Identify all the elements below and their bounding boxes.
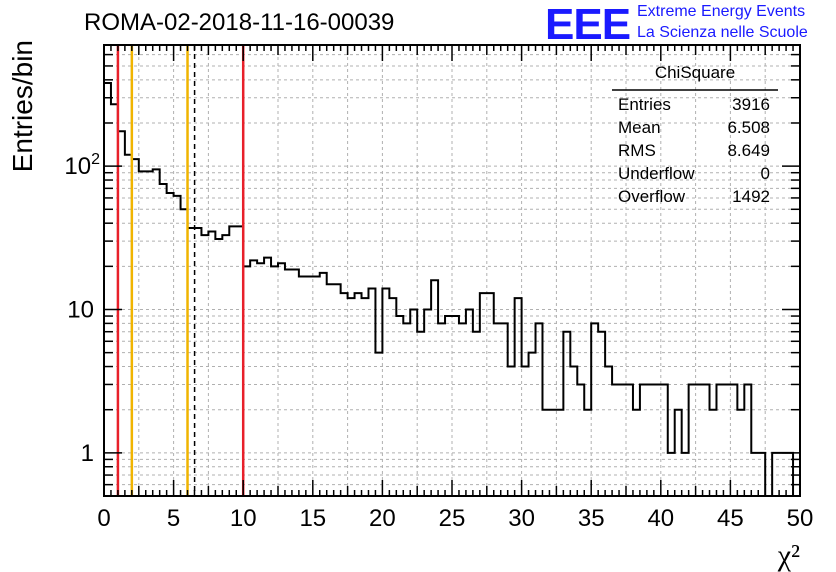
y-tick-label: 10 <box>67 296 94 323</box>
logo-subtitle-2: La Scienza nelle Scuole <box>637 24 808 41</box>
x-tick-label: 40 <box>647 505 674 532</box>
stats-row-label: Entries <box>618 95 671 114</box>
stats-row-label: Overflow <box>618 187 686 206</box>
stats-row-value: 0 <box>761 164 770 183</box>
grid-vertical <box>138 45 766 496</box>
y-axis-label: Entries/bin <box>7 40 38 172</box>
stats-row-value: 3916 <box>732 95 770 114</box>
stats-row-label: Underflow <box>618 164 695 183</box>
x-tick-label: 30 <box>508 505 535 532</box>
stats-row-label: RMS <box>618 141 656 160</box>
stats-row-value: 6.508 <box>727 118 770 137</box>
stats-row-value: 1492 <box>732 187 770 206</box>
x-tick-label: 20 <box>369 505 396 532</box>
x-tick-label: 15 <box>299 505 326 532</box>
x-axis-label: χ² <box>777 539 800 572</box>
x-tick-label: 5 <box>167 505 180 532</box>
histogram-series <box>103 82 800 497</box>
chart-title: ROMA-02-2018-11-16-00039 <box>84 9 395 36</box>
y-tick-label: 102 <box>64 151 100 180</box>
x-tick-label: 10 <box>230 505 257 532</box>
y-axis-ticks: 1 10 102 <box>64 44 800 497</box>
x-tick-label: 50 <box>787 505 814 532</box>
stats-box: ChiSquare Entries 3916 Mean 6.508 RMS 8.649 Und… <box>612 63 778 206</box>
stats-row-label: Mean <box>618 118 661 137</box>
logo-subtitle-1: Extreme Energy Events <box>637 3 806 20</box>
x-tick-label: 35 <box>578 505 605 532</box>
y-tick-label: 1 <box>81 440 94 467</box>
stats-title: ChiSquare <box>655 63 735 82</box>
x-axis-ticks: 0 5 10 15 20 25 30 35 40 45 50 <box>97 45 813 532</box>
eee-logo: EEE <box>545 0 631 49</box>
x-tick-label: 0 <box>97 505 110 532</box>
stats-row-value: 8.649 <box>727 141 770 160</box>
x-tick-label: 45 <box>717 505 744 532</box>
x-tick-label: 25 <box>439 505 466 532</box>
